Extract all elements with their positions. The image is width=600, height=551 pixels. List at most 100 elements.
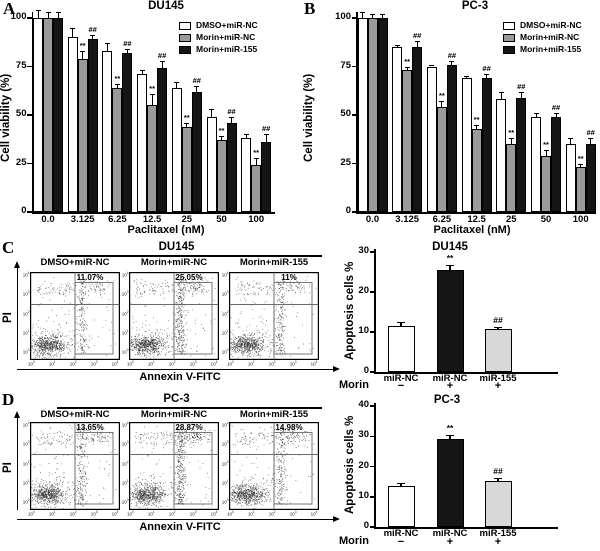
flow-x-tick: 104 xyxy=(210,360,218,367)
axis-line xyxy=(27,65,32,68)
flow-y-tick: 104 xyxy=(121,270,129,278)
axis-line xyxy=(351,65,356,68)
flow-y-tick: 102 xyxy=(22,309,30,317)
flow-x-tick: 102 xyxy=(168,510,176,517)
x-tick-label: miR-NC xyxy=(432,373,468,384)
bar xyxy=(402,70,413,212)
panel-b-letter: B xyxy=(304,0,316,18)
y-tick-label: 0 xyxy=(363,365,369,376)
error-bar-cap xyxy=(253,157,259,159)
bar xyxy=(551,116,561,212)
error-bar xyxy=(196,85,198,92)
x-tick-label: 100 xyxy=(248,214,265,225)
flow-x-tick: 104 xyxy=(310,360,318,367)
flow-x-tick: 102 xyxy=(268,510,276,517)
error-bar xyxy=(141,70,143,75)
gate-percent: 11% xyxy=(281,272,297,282)
gate-percent: 14.98% xyxy=(275,422,303,432)
flow-condition-title: DMSO+miR-NC xyxy=(40,409,110,420)
morin-value: + xyxy=(494,380,502,392)
gate-percent: 11.07% xyxy=(76,272,104,282)
x-tick-label: 6.25 xyxy=(108,214,127,225)
error-bar-cap xyxy=(553,113,559,115)
panel-c-annexin-label: Annexin V-FITC xyxy=(139,371,221,383)
y-tick-label: 30 xyxy=(358,429,369,441)
bar xyxy=(226,122,237,212)
error-bar xyxy=(47,12,49,18)
error-bar-cap xyxy=(360,12,365,14)
sig-mark: ## xyxy=(262,124,271,134)
error-bar-cap xyxy=(35,10,41,12)
flow-y-tick: 100 xyxy=(22,498,30,505)
flow-x-tick: 101 xyxy=(147,510,155,517)
sig-mark: ## xyxy=(482,64,491,74)
error-bar-cap xyxy=(446,265,454,267)
flow-y-tick: 103 xyxy=(22,290,30,297)
flow-x-tick: 103 xyxy=(189,360,197,367)
error-bar xyxy=(449,434,451,440)
x-tick-label: miR-NC xyxy=(383,373,419,384)
error-bar xyxy=(176,82,178,88)
bar xyxy=(436,270,464,372)
sig-mark: ** xyxy=(404,56,411,66)
bar xyxy=(387,326,415,372)
flow-y-tick: 101 xyxy=(22,478,30,486)
morin-value: − xyxy=(397,536,405,548)
x-tick-label: miR-NC xyxy=(432,528,468,539)
error-bar-cap xyxy=(124,49,130,51)
error-bar-cap xyxy=(159,60,165,62)
error-bar xyxy=(580,163,582,168)
bar xyxy=(575,167,586,212)
bar xyxy=(147,105,158,212)
bar xyxy=(484,328,512,372)
axis-line xyxy=(27,17,32,19)
sig-mark: ## xyxy=(88,25,97,35)
axis-line xyxy=(369,465,374,468)
bar xyxy=(112,87,123,212)
bar xyxy=(471,128,482,212)
axis-line xyxy=(351,114,356,116)
error-bar-cap xyxy=(104,43,110,45)
panel-d-title-underline xyxy=(57,407,322,409)
bar xyxy=(565,144,576,212)
flow-x-tick: 101 xyxy=(247,510,255,517)
gate-percent: 25.05% xyxy=(175,272,203,282)
flow-y-tick: 103 xyxy=(22,440,30,447)
error-bar-cap xyxy=(543,149,549,151)
flow-plot xyxy=(30,422,121,511)
error-bar-cap xyxy=(263,134,269,136)
error-bar-cap xyxy=(174,82,180,84)
y-tick-label: 10 xyxy=(358,325,369,336)
error-bar xyxy=(265,134,267,143)
error-bar-cap xyxy=(219,136,224,138)
bar xyxy=(484,480,512,527)
axis-line xyxy=(351,162,356,165)
error-bar xyxy=(520,91,522,98)
flow-y-tick: 104 xyxy=(22,270,30,278)
annexin-axis-line xyxy=(17,369,334,371)
flow-condition-title: Morin+miR-155 xyxy=(239,257,309,268)
axis-line xyxy=(374,527,558,529)
panel-d-annexin-label: Annexin V-FITC xyxy=(139,521,221,533)
flow-y-tick: 101 xyxy=(22,328,30,336)
flow-y-tick: 104 xyxy=(221,420,229,428)
axis-line xyxy=(369,371,374,373)
error-bar-cap xyxy=(588,138,594,140)
axis-line xyxy=(31,212,275,214)
bar xyxy=(251,165,262,212)
bar xyxy=(33,18,43,212)
y-tick-label: 25 xyxy=(340,156,351,168)
axis-line xyxy=(27,162,32,165)
error-bar xyxy=(510,138,512,145)
sig-mark: ** xyxy=(114,73,121,83)
error-bar-cap xyxy=(139,70,145,72)
error-bar xyxy=(497,477,499,481)
panel-d-apoptosis-title: PC-3 xyxy=(433,394,461,406)
bar xyxy=(157,68,168,212)
error-bar xyxy=(151,93,153,106)
flow-y-tick: 102 xyxy=(22,459,30,467)
bar xyxy=(541,155,551,212)
legend-label: DMSO+miR-NC xyxy=(520,19,582,30)
error-bar xyxy=(161,60,163,69)
flow-x-tick: 103 xyxy=(189,510,197,517)
